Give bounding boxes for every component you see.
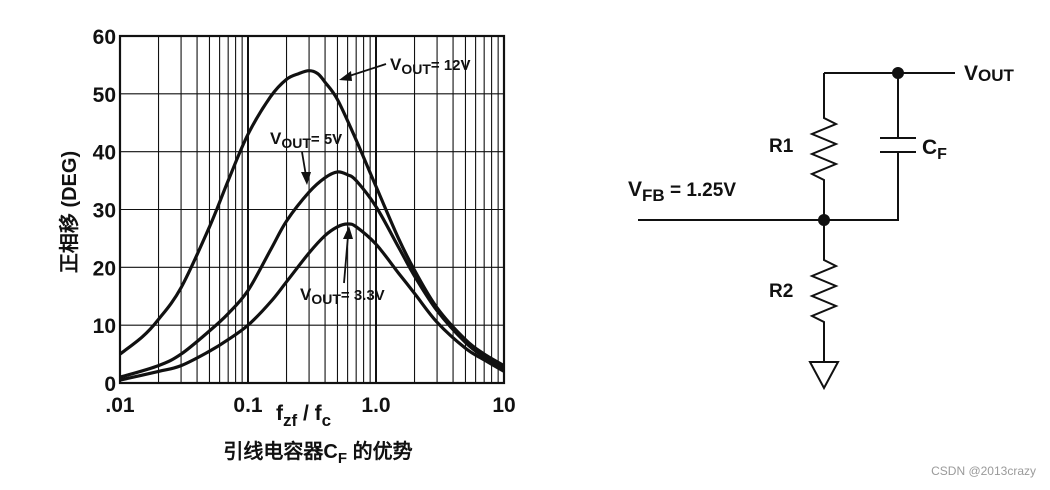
y-tick-label: 20: [93, 257, 116, 280]
y-tick-label: 30: [93, 200, 116, 223]
r1-resistor: [809, 73, 839, 220]
watermark: CSDN @2013crazy: [931, 464, 1036, 478]
x-tick-label: 0.1: [233, 394, 263, 417]
series-label-5v: VOUT= 5V: [270, 129, 342, 185]
label-3v3-text: VOUT= 3.3V: [300, 285, 385, 307]
cf-label: CF: [922, 136, 947, 163]
chart-series: [119, 69, 505, 382]
series-curve-1: [119, 170, 505, 379]
series-curve-2: [119, 222, 505, 382]
ground-symbol: [808, 361, 840, 391]
cf-bottom-wire: [824, 152, 899, 221]
plot-frame: [118, 34, 506, 385]
x-axis-label: fzf / fc: [276, 402, 331, 430]
arrow-head-5v: [301, 172, 311, 185]
arrow-line-3v3: [343, 235, 349, 284]
series-curve-0: [119, 69, 505, 367]
feedback-circuit-schematic: [638, 67, 955, 391]
chart-caption: 引线电容器CF 的优势: [223, 439, 412, 467]
y-tick-label: 0: [104, 373, 116, 396]
y-tick-label: 60: [93, 26, 116, 49]
y-axis-label: 正相移 (DEG): [57, 151, 81, 273]
x-tick-label: 1.0: [361, 394, 390, 417]
label-5v-text: VOUT= 5V: [270, 129, 342, 151]
x-axis-ticks: .01 0.1 1.0 10: [105, 394, 515, 417]
phase-shift-chart: 0 10 20 30 40 50 60 .01 0.1 1.0 10 VOUT= 12V VOUT…: [57, 26, 516, 467]
arrow-line-12v: [345, 63, 387, 78]
label-12v-text: VOUT= 12V: [390, 55, 471, 77]
r1-label: R1: [769, 136, 794, 157]
vfb-label: VFB = 1.25V: [628, 178, 736, 205]
x-tick-label: .01: [105, 394, 135, 417]
y-tick-label: 10: [93, 315, 116, 338]
r2-label: R2: [769, 281, 793, 302]
vout-label: VOUT: [964, 62, 1015, 85]
series-label-12v: VOUT= 12V: [339, 55, 471, 81]
y-tick-label: 40: [93, 142, 116, 165]
x-tick-label: 10: [492, 394, 515, 417]
arrow-head-12v: [339, 71, 352, 81]
y-tick-label: 50: [93, 84, 116, 107]
arrow-head-3v3: [343, 226, 353, 239]
r2-resistor: [809, 220, 839, 362]
y-axis-ticks: 0 10 20 30 40 50 60: [93, 26, 116, 396]
series-label-3v3: VOUT= 3.3V: [300, 226, 385, 307]
